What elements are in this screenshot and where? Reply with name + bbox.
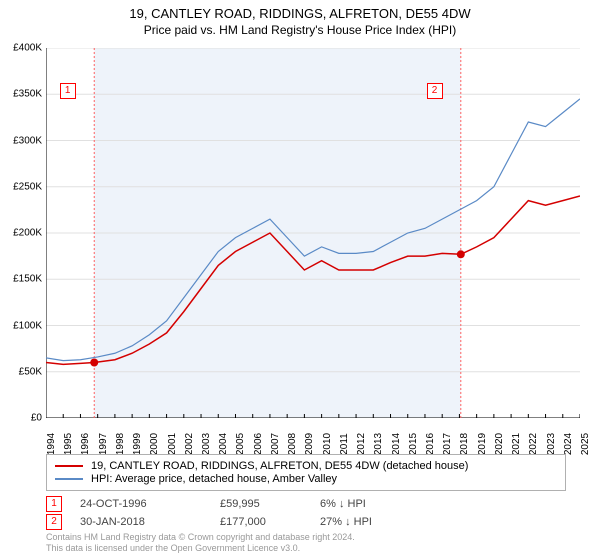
y-tick-label: £0 bbox=[31, 413, 42, 424]
x-tick-label: 2008 bbox=[287, 433, 298, 455]
title-block: 19, CANTLEY ROAD, RIDDINGS, ALFRETON, DE… bbox=[0, 0, 600, 37]
x-tick-label: 2015 bbox=[408, 433, 419, 455]
sale-row: 2 30-JAN-2018 £177,000 27% ↓ HPI bbox=[46, 514, 440, 530]
x-tick-label: 2004 bbox=[218, 433, 229, 455]
sale-date: 30-JAN-2018 bbox=[80, 516, 220, 528]
chart-plot-area: 12 bbox=[46, 48, 580, 418]
sale-price: £59,995 bbox=[220, 498, 320, 510]
chart-marker-box: 2 bbox=[427, 83, 443, 99]
legend-label: HPI: Average price, detached house, Ambe… bbox=[91, 473, 337, 485]
footer-line: Contains HM Land Registry data © Crown c… bbox=[46, 532, 355, 543]
sale-row: 1 24-OCT-1996 £59,995 6% ↓ HPI bbox=[46, 496, 440, 512]
footer-attribution: Contains HM Land Registry data © Crown c… bbox=[46, 532, 355, 554]
x-tick-label: 2009 bbox=[304, 433, 315, 455]
x-tick-label: 2022 bbox=[528, 433, 539, 455]
legend-label: 19, CANTLEY ROAD, RIDDINGS, ALFRETON, DE… bbox=[91, 460, 468, 472]
x-axis: 1994199519961997199819992000200120022003… bbox=[46, 418, 580, 448]
y-axis: £0£50K£100K£150K£200K£250K£300K£350K£400… bbox=[0, 48, 46, 418]
x-tick-label: 2003 bbox=[201, 433, 212, 455]
x-tick-label: 2018 bbox=[459, 433, 470, 455]
x-tick-label: 1997 bbox=[98, 433, 109, 455]
y-tick-label: £150K bbox=[13, 274, 42, 285]
legend-box: 19, CANTLEY ROAD, RIDDINGS, ALFRETON, DE… bbox=[46, 454, 566, 491]
legend-swatch bbox=[55, 478, 83, 480]
x-tick-label: 2006 bbox=[253, 433, 264, 455]
y-tick-label: £400K bbox=[13, 43, 42, 54]
x-tick-label: 2014 bbox=[391, 433, 402, 455]
y-tick-label: £100K bbox=[13, 320, 42, 331]
legend-item: 19, CANTLEY ROAD, RIDDINGS, ALFRETON, DE… bbox=[55, 460, 557, 472]
x-tick-label: 1995 bbox=[63, 433, 74, 455]
y-tick-label: £200K bbox=[13, 228, 42, 239]
x-tick-label: 2019 bbox=[477, 433, 488, 455]
footer-line: This data is licensed under the Open Gov… bbox=[46, 543, 355, 554]
sale-price: £177,000 bbox=[220, 516, 320, 528]
x-tick-label: 2025 bbox=[580, 433, 591, 455]
legend-swatch bbox=[55, 465, 83, 467]
x-tick-label: 1999 bbox=[132, 433, 143, 455]
sale-delta: 6% ↓ HPI bbox=[320, 498, 440, 510]
chart-title: 19, CANTLEY ROAD, RIDDINGS, ALFRETON, DE… bbox=[0, 6, 600, 21]
x-tick-label: 2020 bbox=[494, 433, 505, 455]
x-tick-label: 2021 bbox=[511, 433, 522, 455]
legend-item: HPI: Average price, detached house, Ambe… bbox=[55, 473, 557, 485]
y-tick-label: £350K bbox=[13, 89, 42, 100]
chart-marker-box: 1 bbox=[60, 83, 76, 99]
x-tick-label: 1996 bbox=[80, 433, 91, 455]
chart-svg bbox=[46, 48, 580, 418]
x-tick-label: 2001 bbox=[167, 433, 178, 455]
x-tick-label: 2013 bbox=[373, 433, 384, 455]
x-tick-label: 1994 bbox=[46, 433, 57, 455]
x-tick-label: 2002 bbox=[184, 433, 195, 455]
x-tick-label: 2000 bbox=[149, 433, 160, 455]
x-tick-label: 2016 bbox=[425, 433, 436, 455]
sale-marker-icon: 1 bbox=[46, 496, 62, 512]
sales-table: 1 24-OCT-1996 £59,995 6% ↓ HPI 2 30-JAN-… bbox=[46, 494, 440, 532]
x-tick-label: 2005 bbox=[235, 433, 246, 455]
x-tick-label: 1998 bbox=[115, 433, 126, 455]
x-tick-label: 2007 bbox=[270, 433, 281, 455]
chart-container: 19, CANTLEY ROAD, RIDDINGS, ALFRETON, DE… bbox=[0, 0, 600, 560]
chart-subtitle: Price paid vs. HM Land Registry's House … bbox=[0, 23, 600, 37]
y-tick-label: £300K bbox=[13, 135, 42, 146]
x-tick-label: 2024 bbox=[563, 433, 574, 455]
y-tick-label: £50K bbox=[19, 366, 42, 377]
sale-delta: 27% ↓ HPI bbox=[320, 516, 440, 528]
x-tick-label: 2011 bbox=[339, 433, 350, 455]
y-tick-label: £250K bbox=[13, 181, 42, 192]
x-tick-label: 2017 bbox=[442, 433, 453, 455]
x-tick-label: 2010 bbox=[322, 433, 333, 455]
x-tick-label: 2023 bbox=[546, 433, 557, 455]
sale-date: 24-OCT-1996 bbox=[80, 498, 220, 510]
x-tick-label: 2012 bbox=[356, 433, 367, 455]
sale-marker-icon: 2 bbox=[46, 514, 62, 530]
